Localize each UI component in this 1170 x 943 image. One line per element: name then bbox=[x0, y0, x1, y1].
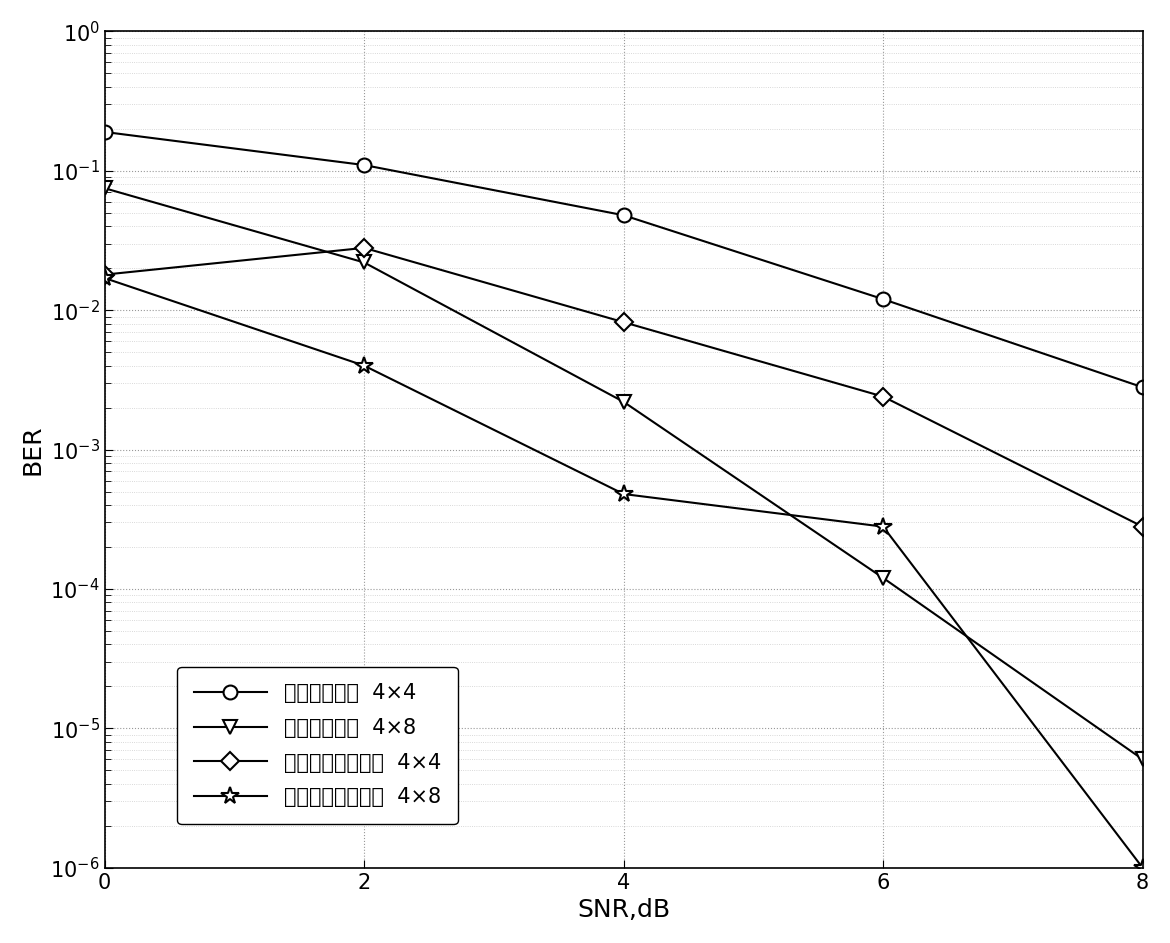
差分空间调制  4×4 bbox=[1136, 382, 1150, 393]
差分波束空间调制  4×4 bbox=[97, 269, 111, 280]
差分空间调制  4×4 bbox=[357, 159, 371, 171]
差分波束空间调制  4×8 bbox=[876, 521, 890, 532]
差分空间调制  4×8 bbox=[1136, 753, 1150, 765]
差分波束空间调制  4×4 bbox=[876, 391, 890, 403]
差分空间调制  4×4 bbox=[97, 126, 111, 138]
差分空间调制  4×8 bbox=[97, 183, 111, 194]
差分空间调制  4×8 bbox=[617, 396, 631, 407]
Line: 差分空间调制  4×4: 差分空间调制 4×4 bbox=[98, 125, 1150, 394]
Line: 差分空间调制  4×8: 差分空间调制 4×8 bbox=[98, 181, 1150, 767]
差分空间调制  4×8 bbox=[357, 256, 371, 268]
差分波束空间调制  4×8 bbox=[617, 488, 631, 500]
X-axis label: SNR,dB: SNR,dB bbox=[577, 898, 670, 922]
差分空间调制  4×4 bbox=[617, 209, 631, 221]
差分波束空间调制  4×8 bbox=[357, 360, 371, 372]
Line: 差分波束空间调制  4×8: 差分波束空间调制 4×8 bbox=[96, 269, 1151, 877]
Legend: 差分空间调制  4×4, 差分空间调制  4×8, 差分波束空间调制  4×4, 差分波束空间调制  4×8: 差分空间调制 4×4, 差分空间调制 4×8, 差分波束空间调制 4×4, 差分… bbox=[178, 667, 457, 824]
差分空间调制  4×4 bbox=[876, 293, 890, 305]
差分波束空间调制  4×4 bbox=[357, 242, 371, 254]
差分波束空间调制  4×8 bbox=[1136, 862, 1150, 873]
差分波束空间调制  4×4 bbox=[617, 317, 631, 328]
差分波束空间调制  4×8 bbox=[97, 273, 111, 284]
差分波束空间调制  4×4 bbox=[1136, 521, 1150, 532]
差分空间调制  4×8 bbox=[876, 572, 890, 584]
Y-axis label: BER: BER bbox=[21, 424, 44, 475]
Line: 差分波束空间调制  4×4: 差分波束空间调制 4×4 bbox=[98, 241, 1149, 533]
